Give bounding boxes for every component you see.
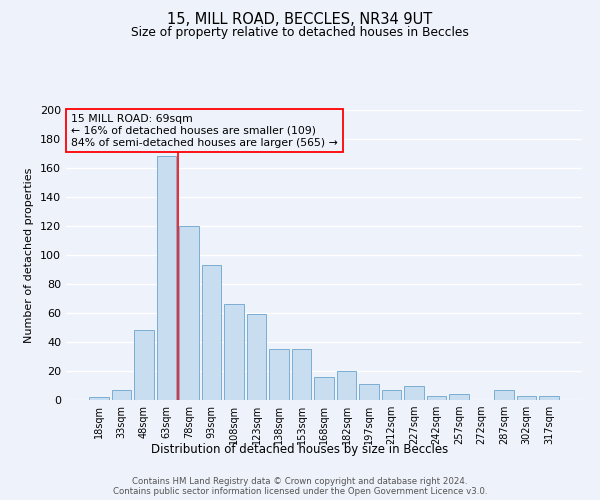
Bar xyxy=(404,386,424,400)
Bar xyxy=(269,349,289,400)
Text: Contains HM Land Registry data © Crown copyright and database right 2024.: Contains HM Land Registry data © Crown c… xyxy=(132,478,468,486)
Bar xyxy=(494,390,514,400)
Bar xyxy=(134,330,154,400)
Y-axis label: Number of detached properties: Number of detached properties xyxy=(25,168,34,342)
Bar xyxy=(179,226,199,400)
Text: Size of property relative to detached houses in Beccles: Size of property relative to detached ho… xyxy=(131,26,469,39)
Bar xyxy=(517,396,536,400)
Text: 15 MILL ROAD: 69sqm
← 16% of detached houses are smaller (109)
84% of semi-detac: 15 MILL ROAD: 69sqm ← 16% of detached ho… xyxy=(71,114,338,148)
Bar xyxy=(359,384,379,400)
Text: Distribution of detached houses by size in Beccles: Distribution of detached houses by size … xyxy=(151,442,449,456)
Text: 15, MILL ROAD, BECCLES, NR34 9UT: 15, MILL ROAD, BECCLES, NR34 9UT xyxy=(167,12,433,28)
Bar xyxy=(157,156,176,400)
Bar xyxy=(224,304,244,400)
Bar xyxy=(202,265,221,400)
Bar xyxy=(337,371,356,400)
Bar xyxy=(292,349,311,400)
Bar xyxy=(112,390,131,400)
Text: Contains public sector information licensed under the Open Government Licence v3: Contains public sector information licen… xyxy=(113,488,487,496)
Bar xyxy=(449,394,469,400)
Bar xyxy=(89,397,109,400)
Bar xyxy=(427,396,446,400)
Bar xyxy=(539,396,559,400)
Bar xyxy=(314,377,334,400)
Bar xyxy=(247,314,266,400)
Bar xyxy=(382,390,401,400)
